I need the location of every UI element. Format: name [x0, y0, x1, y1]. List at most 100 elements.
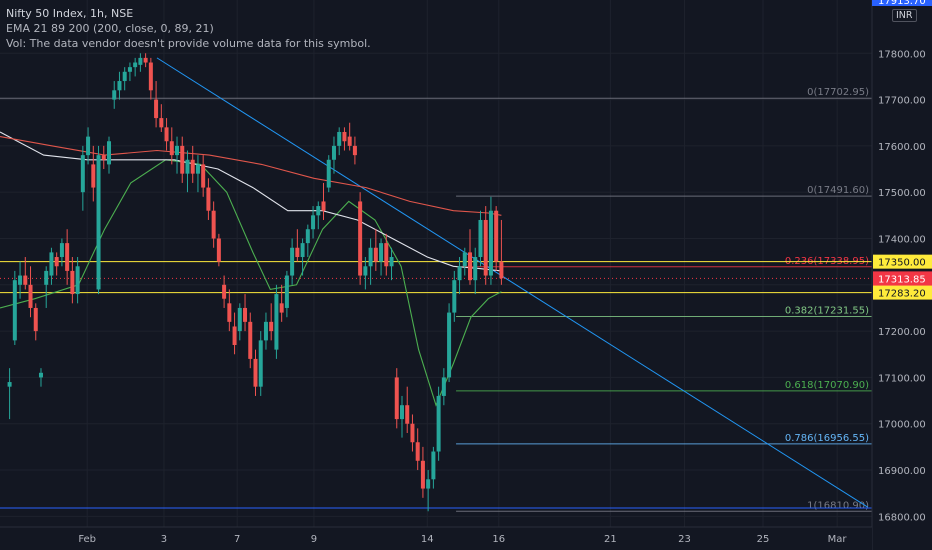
candle-body	[399, 405, 404, 420]
candle-body	[441, 377, 446, 396]
candle-body	[473, 257, 478, 281]
x-tick-label: 9	[311, 534, 317, 545]
symbol-title[interactable]: Nifty 50 Index, 1h, NSE	[6, 7, 134, 20]
candle-body	[447, 312, 452, 378]
candle-body	[420, 460, 425, 489]
candle-body	[227, 303, 232, 322]
candle-body	[107, 141, 111, 165]
candle-body	[201, 164, 206, 188]
candle-body	[290, 247, 295, 276]
candle-body	[169, 141, 174, 156]
candle-body	[431, 451, 436, 480]
ema-line	[0, 136, 502, 216]
level-17350-label: 17350.00	[878, 258, 926, 269]
candle-body	[28, 284, 33, 308]
candle-body	[373, 247, 378, 262]
ema-line	[0, 159, 502, 407]
x-tick-label: 23	[678, 534, 691, 545]
candle-body	[253, 358, 258, 387]
y-tick-label: 17000.00	[878, 420, 926, 431]
fib-level-label: 0.618(17070.90)	[785, 380, 869, 391]
candle-body	[44, 270, 49, 285]
x-tick-label: 16	[492, 534, 505, 545]
candle-body	[180, 145, 185, 174]
candle-body	[96, 155, 101, 290]
candle-body	[70, 270, 75, 295]
candle-body	[410, 423, 415, 443]
last-price-label: 17313.85	[878, 274, 926, 285]
level-17350-tag	[873, 254, 932, 269]
candle-body	[405, 405, 410, 424]
ema-line	[0, 131, 502, 272]
currency-badge[interactable]: INR	[892, 9, 917, 22]
candle-body	[379, 243, 384, 262]
candle-body	[494, 210, 499, 262]
fib-level-label: 0.382(17231.55)	[785, 306, 869, 317]
candle-body	[133, 62, 138, 68]
candle-body	[23, 275, 28, 285]
x-tick-label: Feb	[78, 534, 96, 545]
candle-body	[59, 243, 64, 258]
volume-indicator-label[interactable]: Vol: The data vendor doesn't provide vol…	[6, 37, 371, 50]
candle-body	[311, 215, 316, 230]
x-tick-label: 7	[234, 534, 240, 545]
candle-body	[352, 145, 357, 156]
candle-body	[488, 210, 493, 276]
y-tick-label: 16800.00	[878, 512, 926, 523]
candle-body	[462, 252, 467, 267]
level-17283-tag	[873, 285, 932, 300]
fib-level-label: 0(17491.60)	[807, 185, 869, 196]
candle-body	[305, 229, 310, 244]
candle-body	[326, 159, 331, 188]
candle-body	[154, 99, 159, 119]
candle-body	[295, 247, 300, 258]
ema-indicator-label[interactable]: EMA 21 89 200 (200, close, 0, 89, 21)	[6, 22, 214, 35]
candle-body	[127, 67, 132, 72]
candle-body	[389, 257, 394, 267]
top-price-tag	[872, 0, 932, 6]
candle-body	[279, 303, 284, 313]
candle-body	[237, 307, 242, 332]
candle-body	[426, 479, 431, 489]
candle-body	[415, 442, 420, 461]
candle-body	[75, 266, 80, 295]
candle-body	[368, 247, 373, 267]
candle-body	[347, 136, 352, 146]
candle-body	[185, 159, 190, 174]
level-17283-label: 17283.20	[878, 289, 926, 300]
candle-body	[269, 321, 274, 332]
candle-body	[49, 252, 54, 276]
candle-body	[117, 81, 122, 91]
candle-body	[101, 155, 106, 160]
candle-body	[80, 155, 85, 193]
candle-body	[316, 206, 321, 216]
candle-body	[164, 127, 169, 142]
candle-body	[457, 266, 462, 281]
candle-body	[321, 201, 326, 211]
candle-body	[243, 307, 248, 322]
time-axis	[0, 527, 872, 550]
y-tick-label: 17700.00	[878, 96, 926, 107]
candle-body	[248, 321, 253, 359]
y-tick-label: 17600.00	[878, 142, 926, 153]
x-tick-label: 14	[421, 534, 434, 545]
trendline	[156, 57, 868, 508]
candle-body	[342, 131, 347, 142]
candle-body	[86, 136, 91, 156]
x-tick-label: Mar	[828, 534, 848, 545]
candle-body	[91, 164, 96, 188]
candle-body	[363, 266, 368, 276]
candle-body	[7, 382, 12, 387]
candle-body	[148, 62, 153, 91]
candle-body	[394, 377, 399, 420]
candle-body	[478, 219, 483, 258]
y-tick-label: 17100.00	[878, 373, 926, 384]
candle-body	[18, 275, 23, 285]
candle-body	[12, 280, 17, 341]
candle-body	[211, 210, 216, 239]
x-tick-label: 21	[604, 534, 617, 545]
candle-body	[468, 252, 473, 281]
y-tick-label: 17500.00	[878, 188, 926, 199]
candle-body	[258, 340, 263, 387]
